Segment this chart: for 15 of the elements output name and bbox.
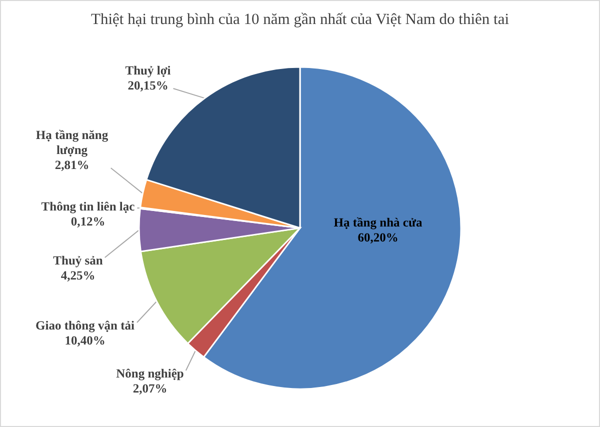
slice-label: Giao thông vận tải bbox=[36, 318, 136, 332]
data-label: 0,12% bbox=[70, 214, 106, 228]
slice-label: Thông tin liên lạc bbox=[41, 200, 136, 214]
slice-label: Nông nghiệp bbox=[116, 366, 184, 380]
data-label: 2,81% bbox=[54, 158, 90, 172]
data-label: 60,20% bbox=[358, 230, 398, 244]
chart-title: Thiệt hại trung bình của 10 năm gần nhất của Việt Nam do thiên tai bbox=[90, 11, 510, 28]
slice-label: Thuỷ sản bbox=[53, 254, 103, 268]
data-label: 2,07% bbox=[132, 382, 168, 396]
data-label: 10,40% bbox=[64, 334, 106, 348]
slice-label: Hạ tầng năng lượng bbox=[36, 128, 109, 157]
slice-label: Hạ tầng nhà cửa bbox=[334, 216, 423, 230]
data-label: 4,25% bbox=[60, 268, 96, 282]
data-label: 20,15% bbox=[128, 78, 168, 92]
slice-label: Thuỷ lợi bbox=[125, 64, 172, 78]
